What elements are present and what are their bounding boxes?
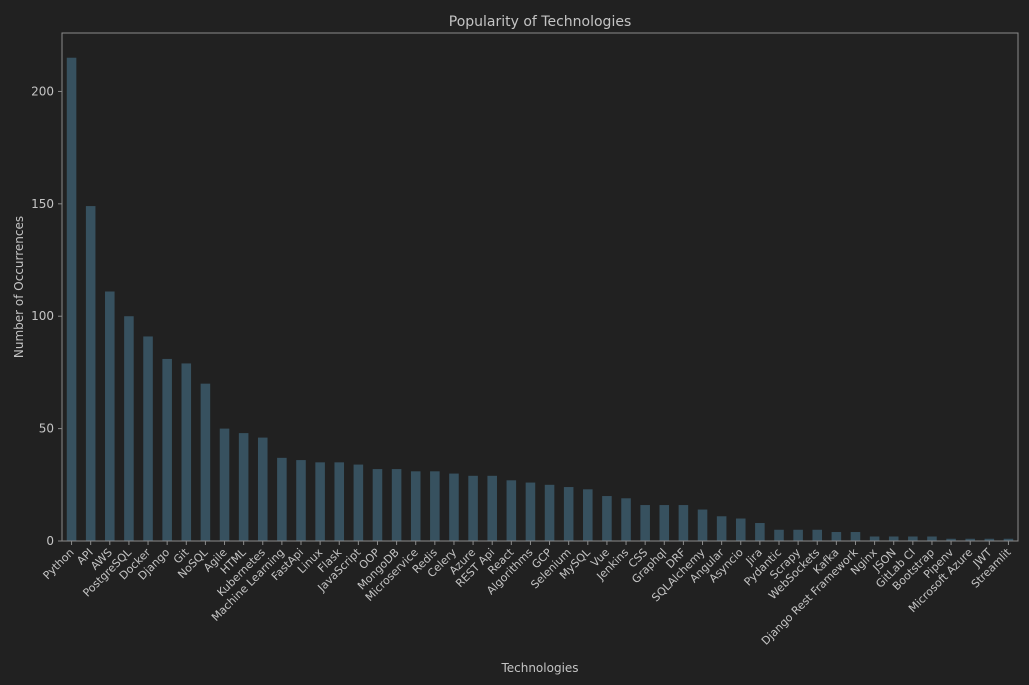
bar: [124, 316, 134, 541]
bar: [162, 358, 172, 541]
bars-group: [66, 57, 1014, 541]
bar: [277, 457, 287, 541]
bar: [525, 482, 536, 541]
bar: [238, 433, 249, 541]
bar: [410, 471, 421, 541]
bar: [640, 505, 650, 541]
bar: [1003, 538, 1014, 541]
bar: [831, 532, 842, 541]
bar: [812, 529, 823, 541]
y-tick-label: 150: [31, 197, 54, 211]
bar: [391, 469, 402, 541]
bar: [697, 509, 708, 541]
bar: [105, 291, 115, 541]
y-tick-label: 0: [46, 534, 54, 548]
bar: [506, 480, 517, 541]
bar: [181, 363, 192, 541]
bar: [774, 529, 784, 541]
bar: [143, 336, 153, 541]
bar: [200, 383, 211, 541]
bar: [888, 536, 899, 541]
bar: [334, 462, 345, 541]
bar: [315, 462, 325, 541]
x-tick-label: Python: [41, 546, 77, 582]
bar: [755, 523, 765, 541]
bar: [621, 498, 631, 541]
bar: [659, 505, 670, 541]
bar: [296, 460, 306, 541]
plot-frame: [61, 32, 1019, 542]
bar: [372, 469, 383, 541]
chart-title: Popularity of Technologies: [449, 14, 632, 30]
bar: [908, 536, 918, 541]
y-tick-label: 50: [39, 422, 54, 436]
bar: [869, 536, 880, 541]
bar: [353, 464, 364, 541]
bar: [563, 487, 574, 541]
y-axis-label: Number of Occurrences: [12, 216, 26, 358]
bar: [219, 428, 230, 541]
bar: [487, 475, 497, 541]
x-ticks-group: PythonAPIAWSPostgreSQLDockerDjangoGitNoS…: [41, 541, 1014, 648]
bar: [850, 532, 861, 541]
bar: [544, 484, 555, 541]
bar: [66, 57, 77, 541]
bar: [449, 473, 459, 541]
bar: [716, 516, 727, 541]
bar: [257, 437, 268, 541]
bar: [927, 536, 937, 541]
x-axis-label: Technologies: [500, 661, 578, 675]
bar: [602, 496, 612, 541]
bar: [430, 471, 440, 541]
bar: [984, 538, 995, 541]
y-tick-label: 200: [31, 84, 54, 98]
bar: [583, 489, 593, 541]
y-tick-label: 100: [31, 309, 54, 323]
bar: [468, 475, 478, 541]
bar: [946, 538, 956, 541]
bar: [85, 206, 96, 541]
y-ticks-group: 0 50 100 150 200: [31, 84, 62, 548]
bar: [965, 538, 975, 541]
bar: [678, 505, 689, 541]
bar: [793, 529, 803, 541]
bar: [735, 518, 746, 541]
